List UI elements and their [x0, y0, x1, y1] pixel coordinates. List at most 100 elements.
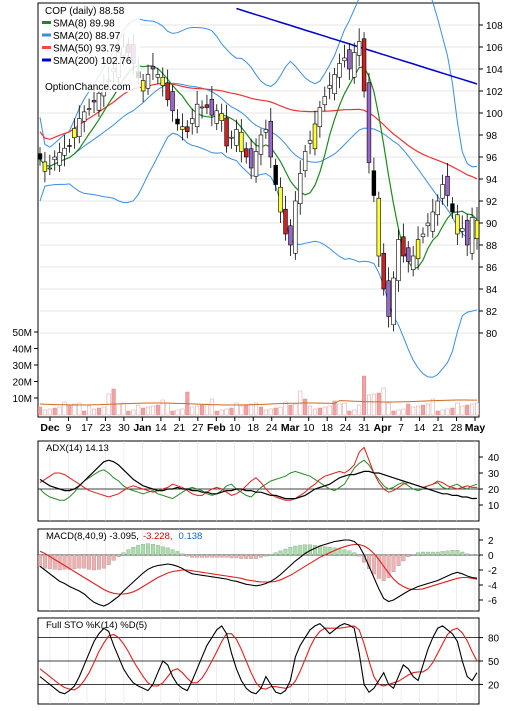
candles-layer	[37, 28, 480, 332]
macd-histogram-bar	[347, 550, 352, 556]
macd-histogram-bar	[200, 554, 204, 558]
macd-tick-label: 2	[488, 536, 494, 547]
adx-tick-label: 10	[488, 501, 500, 512]
candle-body	[342, 57, 347, 62]
volume-bar	[376, 392, 381, 416]
adx-tick-label: 20	[488, 485, 500, 496]
macd-histogram-bar	[82, 554, 87, 569]
macd-histogram-bar	[116, 554, 121, 557]
candle-body	[47, 167, 53, 170]
candle-body	[263, 129, 269, 133]
macd-histogram-bar	[455, 550, 460, 556]
candle-body	[77, 118, 82, 137]
candle-body	[37, 153, 43, 160]
x-tick-label: 21	[432, 422, 444, 434]
volume-bar	[347, 410, 352, 416]
sto-k-line	[39, 622, 478, 695]
macd-histogram-bar	[175, 551, 180, 556]
x-tick-label: 9	[66, 422, 72, 434]
macd-histogram-bar	[150, 544, 155, 556]
legend-entry: SMA(8) 89.98	[53, 19, 115, 30]
macd-histogram-bar	[317, 545, 322, 556]
volume-bar	[303, 398, 308, 416]
candle-body	[180, 126, 185, 130]
candle-body	[469, 217, 475, 254]
volume-bar	[155, 404, 160, 416]
macd-histogram-bar	[445, 550, 450, 556]
volume-bar	[146, 406, 151, 416]
macd-histogram-bar	[327, 547, 332, 556]
x-tick-label: 18	[247, 422, 259, 434]
x-tick-label: 17	[81, 422, 93, 434]
volume-bar	[406, 403, 411, 416]
macd-histogram-bar	[470, 554, 475, 556]
candle-body	[219, 113, 224, 122]
macd-histogram-bar	[386, 554, 391, 578]
sma20-line	[39, 82, 478, 240]
macd-histogram-bar	[180, 553, 185, 556]
volume-bar	[234, 402, 239, 416]
macd-histogram-bar	[47, 554, 52, 569]
price-tick-label: 94	[486, 175, 498, 186]
macd-histogram-bar	[111, 554, 116, 561]
candle-body	[302, 151, 308, 172]
volume-bar	[224, 408, 229, 416]
candle-body	[361, 38, 367, 92]
volume-bar	[455, 402, 460, 416]
candle-body	[396, 239, 401, 282]
adx-tick-label: 40	[488, 453, 500, 464]
volume-bar	[42, 409, 47, 416]
volume-bar	[411, 406, 416, 416]
volume-bar	[362, 375, 367, 416]
x-tick-label: 31	[358, 422, 370, 434]
candle-body	[352, 52, 357, 78]
legend-entry: SMA(200) 102.76	[53, 56, 132, 67]
candle-body	[175, 118, 180, 125]
volume-bar	[204, 403, 209, 416]
candle-body	[474, 219, 480, 239]
candle-body	[464, 219, 470, 246]
volume-bar	[52, 407, 57, 416]
volume-bar	[244, 404, 249, 416]
candle-body	[312, 123, 318, 150]
macd-histogram-bar	[263, 554, 268, 557]
volume-bar	[450, 407, 455, 416]
volume-bar	[470, 403, 475, 416]
macd-histogram-bar	[204, 554, 209, 558]
price-tick-label: 98	[486, 131, 498, 142]
x-tick-label: 10	[303, 422, 315, 434]
volume-bar	[435, 410, 440, 416]
x-tick-label: 28	[451, 422, 463, 434]
candle-body	[445, 175, 450, 196]
x-tick-label: 14	[155, 422, 167, 434]
volume-bar	[268, 408, 273, 416]
adx-plus-di-line	[39, 459, 478, 501]
volume-bar	[77, 402, 82, 416]
volume-bar	[391, 410, 396, 416]
volume-bar	[214, 410, 219, 416]
svg-text:MACD(8,40,9) -3.095,-3.228,0.1: MACD(8,40,9) -3.095, -3.228, 0.138	[46, 531, 202, 542]
volume-bar	[160, 399, 165, 416]
macd-histogram-bar	[273, 552, 278, 556]
volume-bar	[308, 405, 313, 416]
volume-bar	[445, 408, 450, 416]
candle-body	[366, 82, 372, 163]
macd-histogram-bar	[357, 554, 362, 557]
macd-histogram-bar	[411, 554, 416, 556]
volume-bar	[82, 410, 87, 416]
x-tick-label: 24	[266, 422, 278, 434]
macd-histogram-bar	[67, 554, 72, 570]
volume-bar	[465, 404, 470, 416]
volume-bar	[288, 404, 293, 416]
volume-bar	[342, 402, 347, 416]
macd-histogram-bar	[475, 554, 479, 556]
price-tick-label: 88	[486, 241, 498, 252]
macd-histogram-bar	[342, 549, 347, 556]
candle-body	[239, 131, 244, 152]
macd-tick-label: -6	[488, 596, 497, 607]
x-tick-label: 10	[229, 422, 241, 434]
macd-histogram-bar	[224, 554, 229, 558]
volume-bar	[195, 405, 200, 416]
macd-histogram-bar	[352, 552, 357, 556]
